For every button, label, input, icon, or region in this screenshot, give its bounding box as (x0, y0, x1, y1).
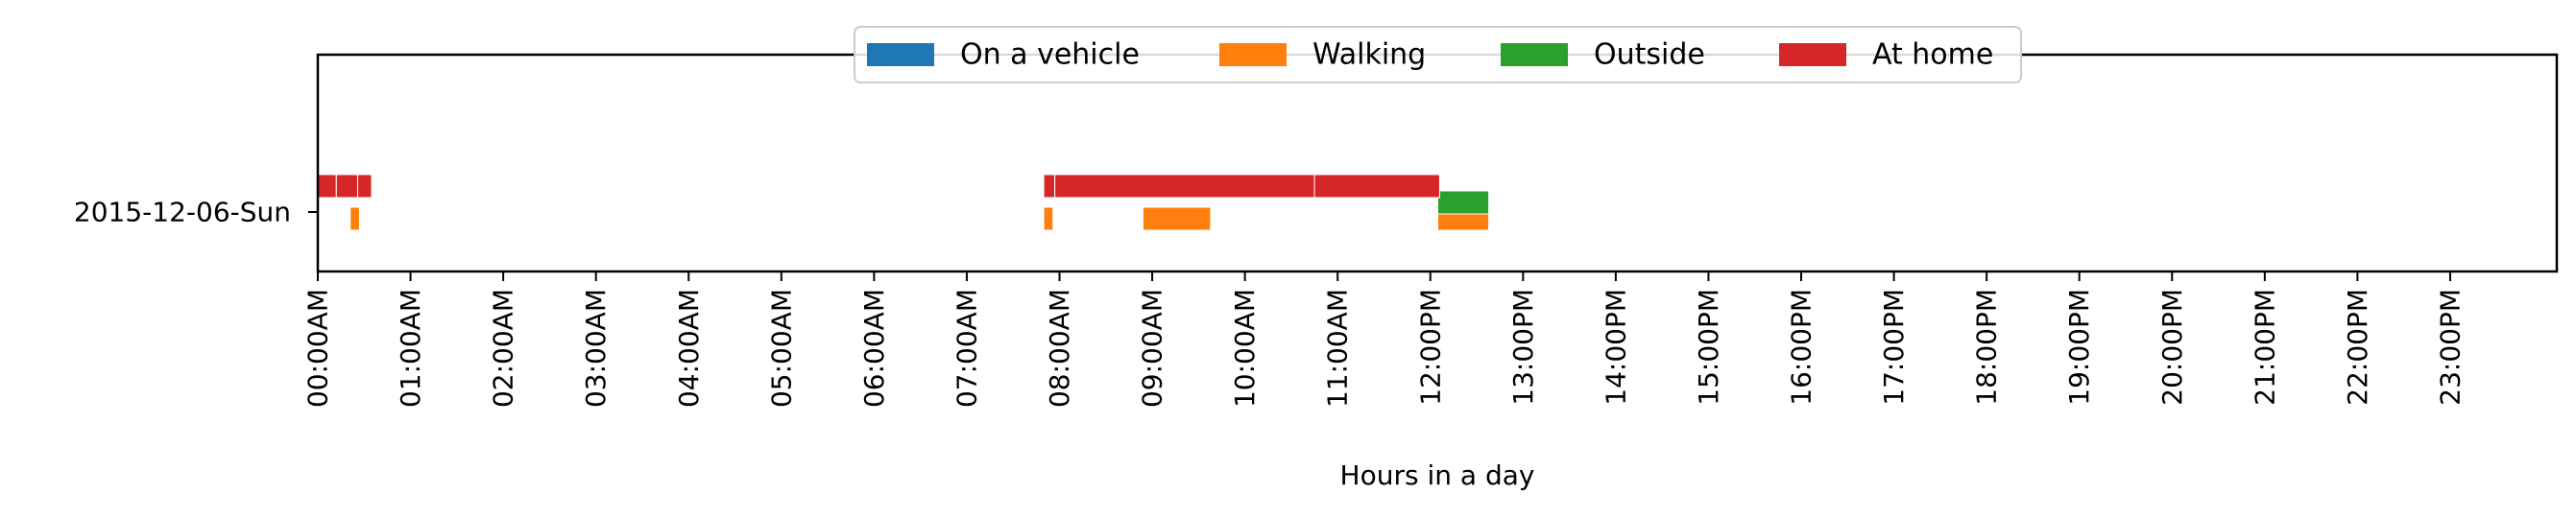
legend-label-on-a-vehicle: On a vehicle (960, 38, 1140, 72)
x-tick-label: 06:00AM (858, 289, 890, 408)
bar-at-home-2 (357, 174, 373, 199)
legend-swatch-walking (1219, 43, 1287, 66)
x-tick-label: 02:00AM (488, 289, 519, 408)
x-tick-label: 19:00PM (2063, 289, 2095, 406)
legend-swatch-outside (1501, 43, 1568, 66)
x-tick-label: 23:00PM (2434, 289, 2466, 406)
x-tick-label: 21:00PM (2249, 289, 2280, 406)
x-tick-label: 22:00PM (2342, 289, 2373, 406)
bar-at-home-3 (1043, 174, 1056, 199)
y-axis: 2015-12-06-Sun (74, 197, 318, 228)
x-axis-title: Hours in a day (1340, 459, 1535, 491)
x-tick-label: 14:00PM (1600, 289, 1631, 406)
legend: On a vehicle Walking Outside At home (854, 26, 2022, 83)
legend-swatch-at-home (1779, 43, 1846, 66)
x-tick-label: 17:00PM (1878, 289, 1910, 406)
x-tick-label: 01:00AM (395, 289, 426, 408)
legend-label-walking: Walking (1312, 38, 1426, 72)
bar-walking-1 (1043, 206, 1054, 231)
x-tick-label: 05:00AM (765, 289, 797, 408)
bar-at-home-1 (335, 174, 359, 199)
x-tick-label: 20:00PM (2156, 289, 2188, 406)
x-tick-label: 15:00PM (1693, 289, 1724, 406)
x-tick-label: 03:00AM (580, 289, 612, 408)
x-tick-label: 12:00PM (1414, 289, 1446, 406)
bar-walking-0 (349, 206, 360, 231)
bar-outside-0 (1436, 190, 1490, 215)
bars-layer (317, 174, 1490, 231)
legend-frame (854, 26, 2022, 83)
plot-frame (316, 53, 2559, 273)
legend-label-at-home: At home (1872, 38, 1993, 72)
x-tick-label: 13:00PM (1507, 289, 1539, 406)
x-tick-label: 18:00PM (1971, 289, 2003, 406)
x-tick-label: 08:00AM (1044, 289, 1075, 408)
legend-label-outside: Outside (1594, 38, 1705, 72)
x-tick-label: 07:00AM (951, 289, 982, 408)
x-tick-label: 11:00AM (1322, 289, 1354, 408)
x-axis: 00:00AM 01:00AM 02:00AM 03:00AM 04:00AM 05:00… (302, 271, 2466, 408)
bar-at-home-4 (1054, 174, 1315, 199)
bar-at-home-5 (1313, 174, 1440, 199)
y-tick-label: 2015-12-06-Sun (74, 197, 291, 228)
legend-swatch-on-a-vehicle (867, 43, 934, 66)
x-tick-label: 10:00AM (1229, 289, 1261, 408)
x-tick-label: 00:00AM (302, 289, 334, 408)
x-tick-label: 04:00AM (673, 289, 705, 408)
x-tick-label: 16:00PM (1786, 289, 1818, 406)
x-tick-label: 09:00AM (1137, 289, 1168, 408)
bar-at-home-0 (317, 174, 337, 199)
bar-walking-2 (1142, 206, 1212, 231)
